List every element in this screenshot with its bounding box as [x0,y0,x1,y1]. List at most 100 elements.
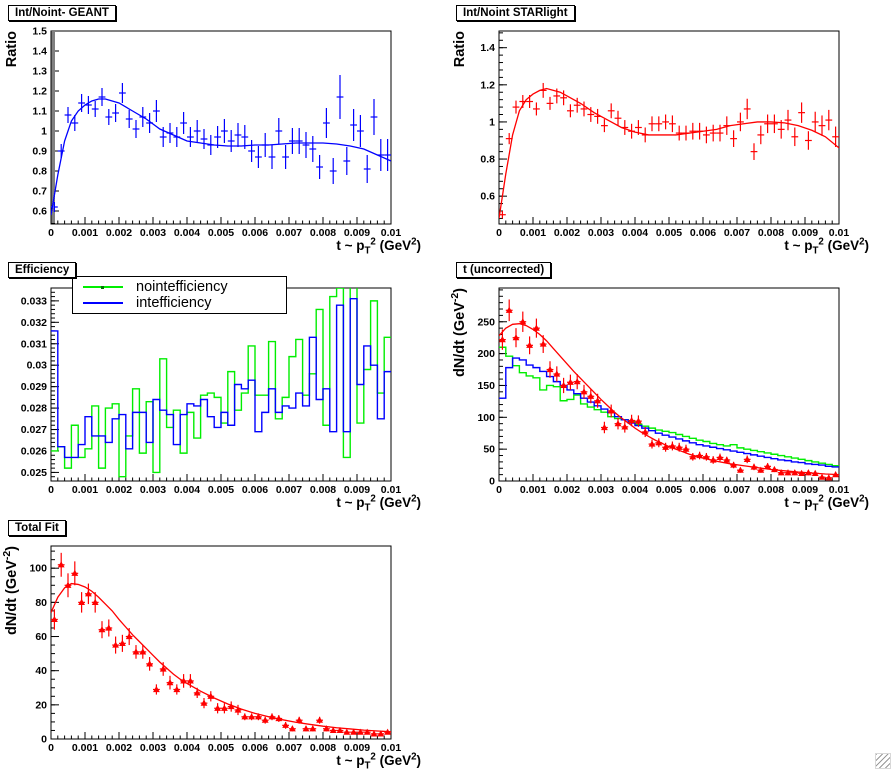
svg-text:Ratio: Ratio [4,31,20,67]
svg-text:1.1: 1.1 [32,106,47,118]
starlight-title: Int/Noint STARlight [463,7,568,19]
svg-text:0.007: 0.007 [276,227,302,239]
geant-ratio-chart: 0 0.001 0.002 0.003 0.004 0.005 0.006 0.007 0.00… [4,26,421,257]
svg-text:1.2: 1.2 [480,79,495,91]
efficiency-title-box[interactable]: Efficiency [8,262,77,278]
svg-text:0.004: 0.004 [174,227,200,239]
svg-text:0: 0 [489,476,495,488]
svg-text:0.001: 0.001 [520,227,546,239]
svg-text:0.008: 0.008 [310,742,336,754]
geant-title: Int/Noint- GEANT [15,7,109,19]
svg-text:Ratio: Ratio [452,31,468,67]
svg-text:t ~ pT2 (GeV2): t ~ pT2 (GeV2) [336,236,421,256]
legend-row-intefficiency: intefficiency [73,295,286,311]
svg-text:0.6: 0.6 [32,206,47,218]
t-uncorrected-chart: 0 0.001 0.002 0.003 0.004 0.005 0.006 0.007 0.00… [450,287,869,513]
pad-int-noint-starlight: 0 0.001 0.002 0.003 0.004 0.005 0.006 0.007 0.00… [448,0,896,258]
svg-text:0.028: 0.028 [21,403,47,415]
legend-label-nointefficiency: nointefficiency [136,279,228,295]
svg-text:1: 1 [489,116,495,128]
svg-text:0.007: 0.007 [724,227,750,239]
svg-text:0.001: 0.001 [72,227,98,239]
svg-text:t ~ pT2 (GeV2): t ~ pT2 (GeV2) [784,493,869,513]
svg-text:0.7: 0.7 [32,186,47,198]
svg-text:150: 150 [477,380,495,392]
svg-text:0.006: 0.006 [690,484,716,496]
svg-text:0.002: 0.002 [106,227,132,239]
svg-text:0.01: 0.01 [381,742,402,754]
svg-text:60: 60 [35,631,47,643]
svg-text:t ~ pT2 (GeV2): t ~ pT2 (GeV2) [336,751,421,771]
t-uncorrected-title: t (uncorrected) [463,264,545,276]
total-fit-title: Total Fit [15,522,59,534]
svg-text:0.006: 0.006 [242,484,268,496]
svg-text:dN/dt (GeV-2): dN/dt (GeV-2) [450,288,468,377]
svg-text:0.01: 0.01 [381,227,402,239]
svg-text:0.005: 0.005 [656,227,682,239]
svg-text:0: 0 [496,484,502,496]
svg-text:0.9: 0.9 [32,146,47,158]
starlight-title-box[interactable]: Int/Noint STARlight [456,5,575,21]
svg-text:0.009: 0.009 [344,484,370,496]
svg-text:0.008: 0.008 [758,484,784,496]
svg-text:0.002: 0.002 [106,484,132,496]
svg-text:0.001: 0.001 [72,484,98,496]
svg-text:0.6: 0.6 [480,191,495,203]
svg-text:0.003: 0.003 [588,227,614,239]
pad-t-uncorrected: 0 0.001 0.002 0.003 0.004 0.005 0.006 0.007 0.00… [448,257,896,515]
t-uncorrected-title-box[interactable]: t (uncorrected) [456,262,552,278]
svg-text:0.025: 0.025 [21,467,47,479]
svg-text:0.01: 0.01 [829,227,850,239]
svg-text:0.8: 0.8 [32,166,47,178]
svg-text:0.006: 0.006 [242,227,268,239]
svg-text:0.009: 0.009 [792,227,818,239]
svg-text:100: 100 [29,563,47,575]
svg-text:1: 1 [41,126,47,138]
svg-text:0.006: 0.006 [242,742,268,754]
svg-text:dN/dt (GeV-2): dN/dt (GeV-2) [2,546,20,635]
svg-text:0.009: 0.009 [344,742,370,754]
svg-text:0: 0 [496,227,502,239]
svg-text:0.007: 0.007 [276,484,302,496]
svg-text:1.4: 1.4 [32,46,47,58]
svg-text:0.008: 0.008 [758,227,784,239]
legend-row-nointefficiency: nointefficiency [73,279,286,295]
pad-total-fit: 0 0.001 0.002 0.003 0.004 0.005 0.006 0.007 0.00… [0,515,448,772]
svg-text:t ~ pT2 (GeV2): t ~ pT2 (GeV2) [336,493,421,513]
svg-text:1.4: 1.4 [480,42,495,54]
svg-text:0.001: 0.001 [72,742,98,754]
svg-text:200: 200 [477,348,495,360]
legend-line-blue-icon [83,302,123,304]
svg-text:0.003: 0.003 [140,227,166,239]
svg-text:0.005: 0.005 [208,742,234,754]
svg-text:0.003: 0.003 [140,484,166,496]
svg-text:0.01: 0.01 [381,484,402,496]
svg-text:0.005: 0.005 [208,227,234,239]
svg-text:0.031: 0.031 [21,338,47,350]
svg-text:0.009: 0.009 [344,227,370,239]
svg-text:0.026: 0.026 [21,445,47,457]
svg-text:1.5: 1.5 [32,26,47,38]
efficiency-chart: 0 0.001 0.002 0.003 0.004 0.005 0.006 0.007 0.00… [21,287,421,513]
legend-line-green-icon [83,286,123,289]
svg-text:0.8: 0.8 [480,154,495,166]
efficiency-legend[interactable]: nointefficiency intefficiency [72,276,287,314]
svg-text:0.003: 0.003 [140,742,166,754]
svg-text:0.005: 0.005 [656,484,682,496]
svg-text:0.007: 0.007 [724,484,750,496]
geant-title-box[interactable]: Int/Noint- GEANT [8,5,116,21]
svg-text:0: 0 [48,484,54,496]
svg-text:0: 0 [48,742,54,754]
legend-marker-dot-icon [101,286,104,289]
svg-text:50: 50 [483,444,495,456]
svg-text:0.004: 0.004 [174,742,200,754]
svg-text:0.002: 0.002 [106,742,132,754]
svg-text:0.007: 0.007 [276,742,302,754]
svg-text:0.005: 0.005 [208,484,234,496]
svg-text:0.032: 0.032 [21,317,47,329]
svg-text:0.001: 0.001 [520,484,546,496]
svg-text:100: 100 [477,412,495,424]
total-fit-title-box[interactable]: Total Fit [8,520,66,536]
resize-grip-icon[interactable] [875,753,891,769]
